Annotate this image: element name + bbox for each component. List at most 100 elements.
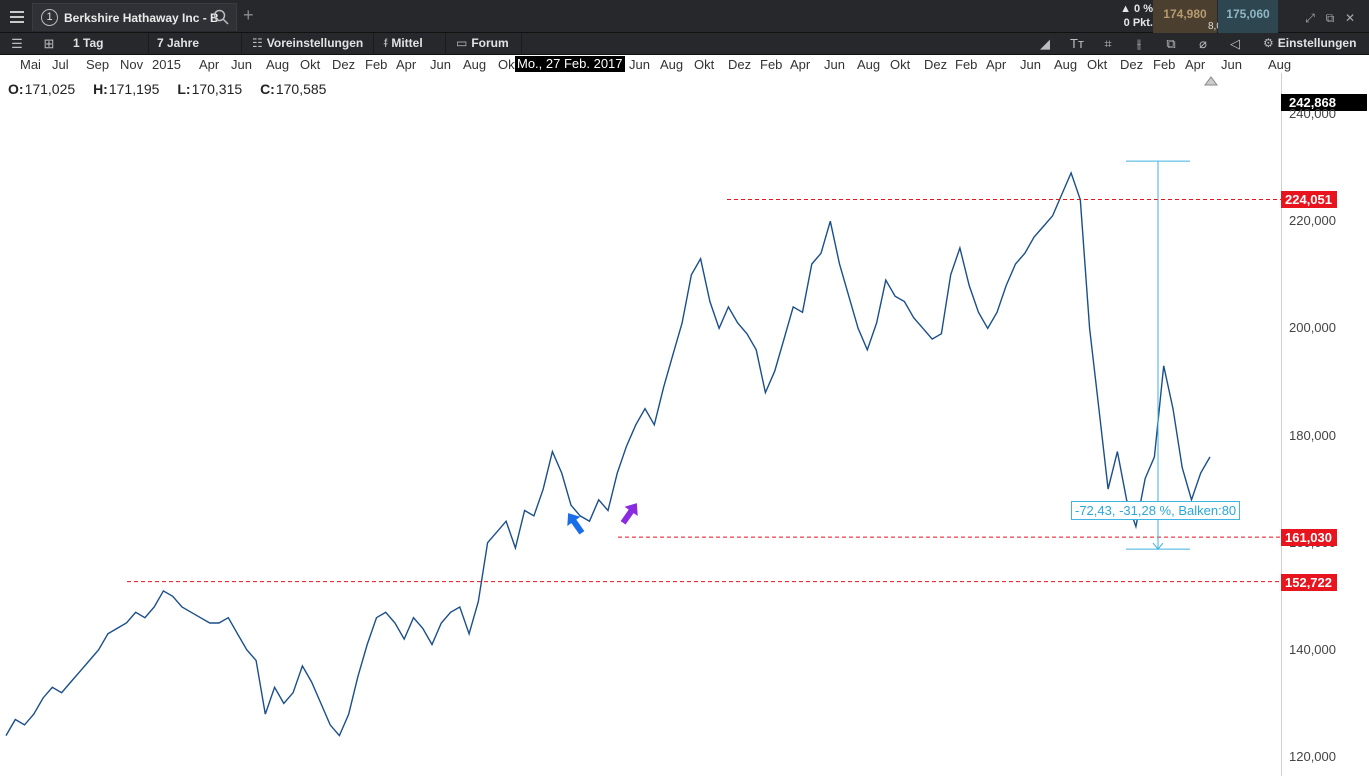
expand-icon[interactable]: ⤢	[1305, 11, 1315, 25]
chart-type-icon[interactable]: ⫲	[1136, 36, 1142, 51]
x-tick-label: Apr	[396, 57, 417, 72]
x-tick-label: Dez	[332, 57, 356, 72]
draw-line-icon[interactable]: ◢	[1040, 36, 1050, 51]
x-tick-label: Aug	[857, 57, 881, 72]
window-controls: ⤢ ⧉ ✕	[1300, 9, 1369, 25]
presets-label: Voreinstellungen	[266, 36, 364, 50]
level-price-tag: 152,722	[1281, 573, 1337, 591]
crosshair-date-tooltip: Mo., 27 Feb. 2017	[515, 56, 625, 72]
ohlc-readout: O:171,025 H:171,195 L:170,315 C:170,585	[8, 81, 340, 97]
x-tick-label: Dez	[728, 57, 752, 72]
x-tick-label: Aug	[1268, 57, 1292, 72]
magnet-icon[interactable]: ⌀	[1199, 36, 1207, 51]
x-tick-label: Apr	[199, 57, 220, 72]
range-selector[interactable]: 7 Jahre	[149, 33, 242, 55]
x-tick-label: Jun	[1020, 57, 1041, 72]
x-tick-label: Jun	[824, 57, 845, 72]
low-label: L:	[177, 81, 191, 97]
compare-icon[interactable]: ⧉	[1166, 36, 1176, 51]
y-axis[interactable]	[1281, 73, 1369, 776]
y-tick-label: 240,000	[1289, 106, 1336, 121]
purple-arrow-icon	[620, 503, 638, 525]
forum-label: Forum	[471, 36, 509, 50]
price-chart[interactable]	[0, 55, 1369, 776]
tab-title: Berkshire Hathaway Inc - B	[64, 11, 219, 25]
x-tick-label: Jun	[629, 57, 650, 72]
bid-size: 8,0	[1208, 21, 1222, 32]
hamburger-menu-icon[interactable]	[6, 8, 28, 26]
x-tick-label: Apr	[986, 57, 1007, 72]
range-label: 7 Jahre	[157, 36, 200, 50]
title-bar: 1 Berkshire Hathaway Inc - B + ▲ 0 % 0 P…	[0, 0, 1369, 33]
x-tick-label: Aug	[660, 57, 684, 72]
x-tick-label: Feb	[1153, 57, 1176, 72]
x-tick-label: Jun	[1221, 57, 1242, 72]
x-tick-label: Aug	[1054, 57, 1078, 72]
last-price-tag: 242,868	[1281, 94, 1367, 111]
bid-price[interactable]: 174,980	[1153, 0, 1217, 33]
label-icon[interactable]: ◁	[1230, 36, 1240, 51]
measure-label: -72,43, -31,28 %, Balken:80	[1071, 501, 1241, 520]
x-tick-label: Dez	[1120, 57, 1144, 72]
gear-icon: ⚙	[1263, 36, 1274, 50]
popout-icon[interactable]: ⧉	[1325, 11, 1335, 25]
interval-label: 1 Tag	[73, 36, 104, 50]
level-price-tag: 224,051	[1281, 191, 1337, 209]
x-tick-label: Okt	[498, 57, 519, 72]
close-value: 170,585	[275, 81, 327, 97]
settings-label: Einstellungen	[1277, 36, 1357, 50]
indicator-button[interactable]: ᵮ Mittel	[374, 33, 446, 55]
open-value: 171,025	[24, 81, 76, 97]
price-series-line	[5, 170, 1211, 737]
x-tick-label: Aug	[266, 57, 290, 72]
x-tick-label: Dez	[924, 57, 948, 72]
scroll-marker-icon	[1204, 76, 1218, 86]
y-tick-label: 140,000	[1289, 641, 1336, 657]
forum-button[interactable]: ▭ Forum	[446, 33, 522, 55]
x-tick-label: Jun	[231, 57, 252, 72]
chat-bubble-icon: ▭	[456, 36, 468, 50]
y-tick-label: 200,000	[1289, 320, 1336, 336]
tab-number-badge: 1	[41, 9, 58, 26]
chart-area[interactable]: Mai Jul Sep Nov 2015 Apr Jun Aug Okt Dez Feb Apr Jun…	[0, 55, 1369, 776]
x-tick-label: Sep	[86, 57, 110, 72]
settings-button[interactable]: ⚙ Einstellungen	[1255, 33, 1369, 55]
x-tick-label: Okt	[890, 57, 911, 72]
x-tick-label: Feb	[760, 57, 783, 72]
x-tick-label: Jul	[52, 57, 69, 72]
layout-grid-icon[interactable]: ⊞	[43, 36, 55, 51]
x-tick-label: Aug	[463, 57, 487, 72]
level-price-tag: 161,030	[1281, 529, 1337, 547]
x-tick-label: Feb	[955, 57, 978, 72]
presets-button[interactable]: ☷ Voreinstellungen	[242, 33, 374, 55]
x-tick-label: Nov	[120, 57, 144, 72]
x-tick-label: Apr	[1185, 57, 1206, 72]
y-tick-label: 180,000	[1289, 427, 1336, 443]
interval-selector[interactable]: 1 Tag	[64, 33, 149, 55]
blue-arrow-icon	[567, 513, 585, 535]
x-tick-label: Mai	[20, 57, 41, 72]
close-label: C:	[260, 81, 275, 97]
x-tick-label: Okt	[1087, 57, 1108, 72]
indicator-label: Mittel	[391, 36, 423, 50]
text-tool-icon[interactable]: Tт	[1070, 36, 1084, 51]
change-points: 0 Pkt.	[1123, 17, 1153, 29]
y-tick-label: 220,000	[1289, 213, 1336, 229]
indicator-icon: ᵮ	[384, 36, 388, 50]
search-icon[interactable]	[213, 9, 229, 30]
x-tick-label: Okt	[694, 57, 715, 72]
ask-price[interactable]: 175,060	[1218, 0, 1278, 33]
x-tick-label: Feb	[365, 57, 388, 72]
crosshair-icon[interactable]: ⌗	[1104, 36, 1112, 51]
x-tick-label: Okt	[300, 57, 321, 72]
x-tick-label: Apr	[790, 57, 811, 72]
measure-arrowhead	[1152, 542, 1164, 550]
add-tab-icon[interactable]: +	[243, 5, 254, 25]
change-percent: ▲ 0 %	[1120, 3, 1153, 15]
list-icon[interactable]: ☰	[11, 36, 23, 51]
sliders-icon: ☷	[252, 36, 263, 50]
low-value: 170,315	[191, 81, 243, 97]
close-icon[interactable]: ✕	[1344, 11, 1356, 25]
open-label: O:	[8, 81, 24, 97]
chart-tab[interactable]: 1 Berkshire Hathaway Inc - B	[32, 3, 237, 31]
